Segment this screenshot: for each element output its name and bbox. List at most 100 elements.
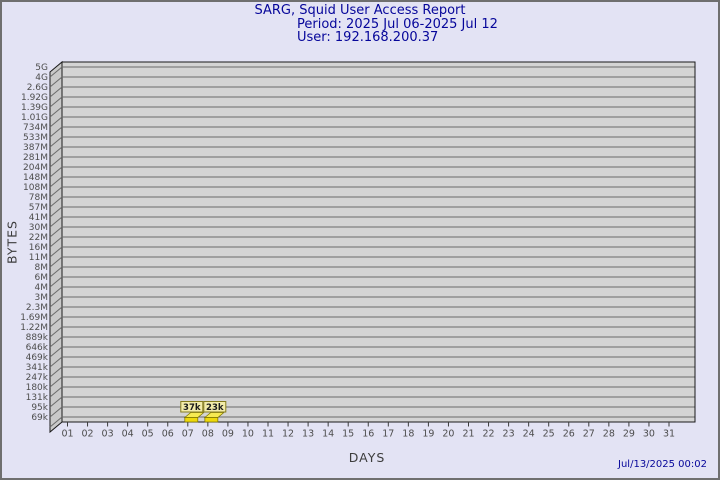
y-tick-label: 30M [29, 223, 48, 233]
x-tick-label: 16 [362, 429, 374, 440]
y-gridline-wall [49, 186, 63, 198]
y-gridline-wall [49, 126, 63, 138]
x-axis-title: DAYS [348, 450, 386, 465]
y-tick-label: 646k [26, 343, 49, 353]
y-gridline-wall [49, 306, 63, 318]
y-gridline-wall [49, 196, 63, 208]
report-period: Period: 2025 Jul 06-2025 Jul 12 [297, 17, 498, 32]
y-gridline-wall [49, 136, 63, 148]
y-gridline-wall [49, 246, 63, 258]
y-tick-label: 341k [26, 363, 49, 373]
x-tick-label: 26 [563, 429, 575, 440]
y-gridline-wall [49, 406, 63, 418]
x-tick-label: 02 [82, 429, 94, 440]
y-tick-label: 95k [31, 403, 48, 413]
y-tick-label: 387M [23, 143, 48, 153]
y-tick-label: 533M [23, 133, 48, 143]
y-tick-label: 734M [23, 123, 48, 133]
x-tick-label: 08 [202, 429, 214, 440]
chart-3d-wall [49, 60, 63, 434]
y-gridline-wall [49, 86, 63, 98]
y-gridline-wall [49, 176, 63, 188]
x-tick-label: 10 [242, 429, 254, 440]
x-tick-label: 25 [543, 429, 555, 440]
y-tick-label: 148M [23, 173, 48, 183]
y-tick-label: 41M [29, 213, 48, 223]
y-tick-label: 180k [26, 383, 49, 393]
bar-value-label: 37k [183, 403, 201, 413]
y-tick-label: 6M [35, 273, 49, 283]
y-tick-label: 108M [23, 183, 48, 193]
x-tick-label: 18 [402, 429, 414, 440]
x-tick-label: 01 [61, 429, 73, 440]
y-gridline-wall [49, 316, 63, 328]
y-gridline-wall [49, 356, 63, 368]
y-gridline-wall [49, 336, 63, 348]
x-tick-label: 20 [442, 429, 454, 440]
y-tick-label: 78M [29, 193, 48, 203]
y-tick-label: 5G [35, 63, 48, 73]
generated-timestamp: Jul/13/2025 00:02 [618, 459, 707, 470]
x-tick-label: 04 [122, 429, 134, 440]
y-gridline-wall [49, 236, 63, 248]
y-tick-label: 2.3M [26, 303, 48, 313]
x-tick-label: 06 [162, 429, 174, 440]
y-tick-label: 1.01G [21, 113, 48, 123]
y-gridline-wall [49, 116, 63, 128]
x-tick-label: 19 [422, 429, 434, 440]
plot-area [61, 61, 696, 423]
x-tick-label: 24 [523, 429, 535, 440]
x-tick-label: 13 [302, 429, 314, 440]
x-tick-label: 23 [503, 429, 515, 440]
y-gridline-wall [49, 276, 63, 288]
y-tick-label: 1.39G [21, 103, 48, 113]
y-gridline-wall [49, 346, 63, 358]
y-tick-label: 4M [35, 283, 49, 293]
y-tick-label: 1.92G [21, 93, 48, 103]
bar-value-label: 23k [206, 403, 224, 413]
report-user: User: 192.168.200.37 [297, 30, 439, 45]
y-gridline-wall [49, 216, 63, 228]
x-tick-label: 05 [142, 429, 154, 440]
x-tick-label: 12 [282, 429, 294, 440]
y-gridline-wall [49, 76, 63, 88]
y-gridline-wall [49, 266, 63, 278]
y-gridline-wall [49, 206, 63, 218]
x-tick-label: 21 [462, 429, 474, 440]
bar [204, 417, 219, 423]
x-tick-label: 30 [643, 429, 655, 440]
x-tick-label: 11 [262, 429, 274, 440]
x-tick-label: 07 [182, 429, 194, 440]
y-tick-label: 281M [23, 153, 48, 163]
x-tick-label: 15 [342, 429, 354, 440]
y-tick-label: 57M [29, 203, 48, 213]
x-tick-label: 31 [663, 429, 675, 440]
y-gridline-wall [49, 386, 63, 398]
y-tick-label: 2.6G [27, 83, 48, 93]
y-tick-label: 22M [29, 233, 48, 243]
y-tick-label: 11M [29, 253, 48, 263]
y-gridline-wall [49, 256, 63, 268]
y-gridline-wall [49, 296, 63, 308]
bar-value-box [203, 401, 227, 413]
y-tick-label: 204M [23, 163, 48, 173]
y-gridline-wall [49, 96, 63, 108]
y-gridline-wall [49, 106, 63, 118]
y-gridline-wall [49, 146, 63, 158]
y-tick-label: 69k [31, 413, 48, 423]
y-gridline-wall [49, 286, 63, 298]
bar [184, 417, 199, 423]
y-tick-label: 3M [35, 293, 49, 303]
x-tick-label: 09 [222, 429, 234, 440]
y-gridline-wall [49, 66, 63, 78]
y-tick-label: 469k [26, 353, 49, 363]
y-gridline-wall [49, 226, 63, 238]
x-tick-label: 29 [623, 429, 635, 440]
y-tick-label: 247k [26, 373, 49, 383]
x-tick-label: 03 [102, 429, 114, 440]
y-tick-label: 4G [35, 73, 48, 83]
y-tick-label: 131k [26, 393, 49, 403]
report-title: SARG, Squid User Access Report [254, 3, 466, 18]
y-gridline-wall [49, 156, 63, 168]
